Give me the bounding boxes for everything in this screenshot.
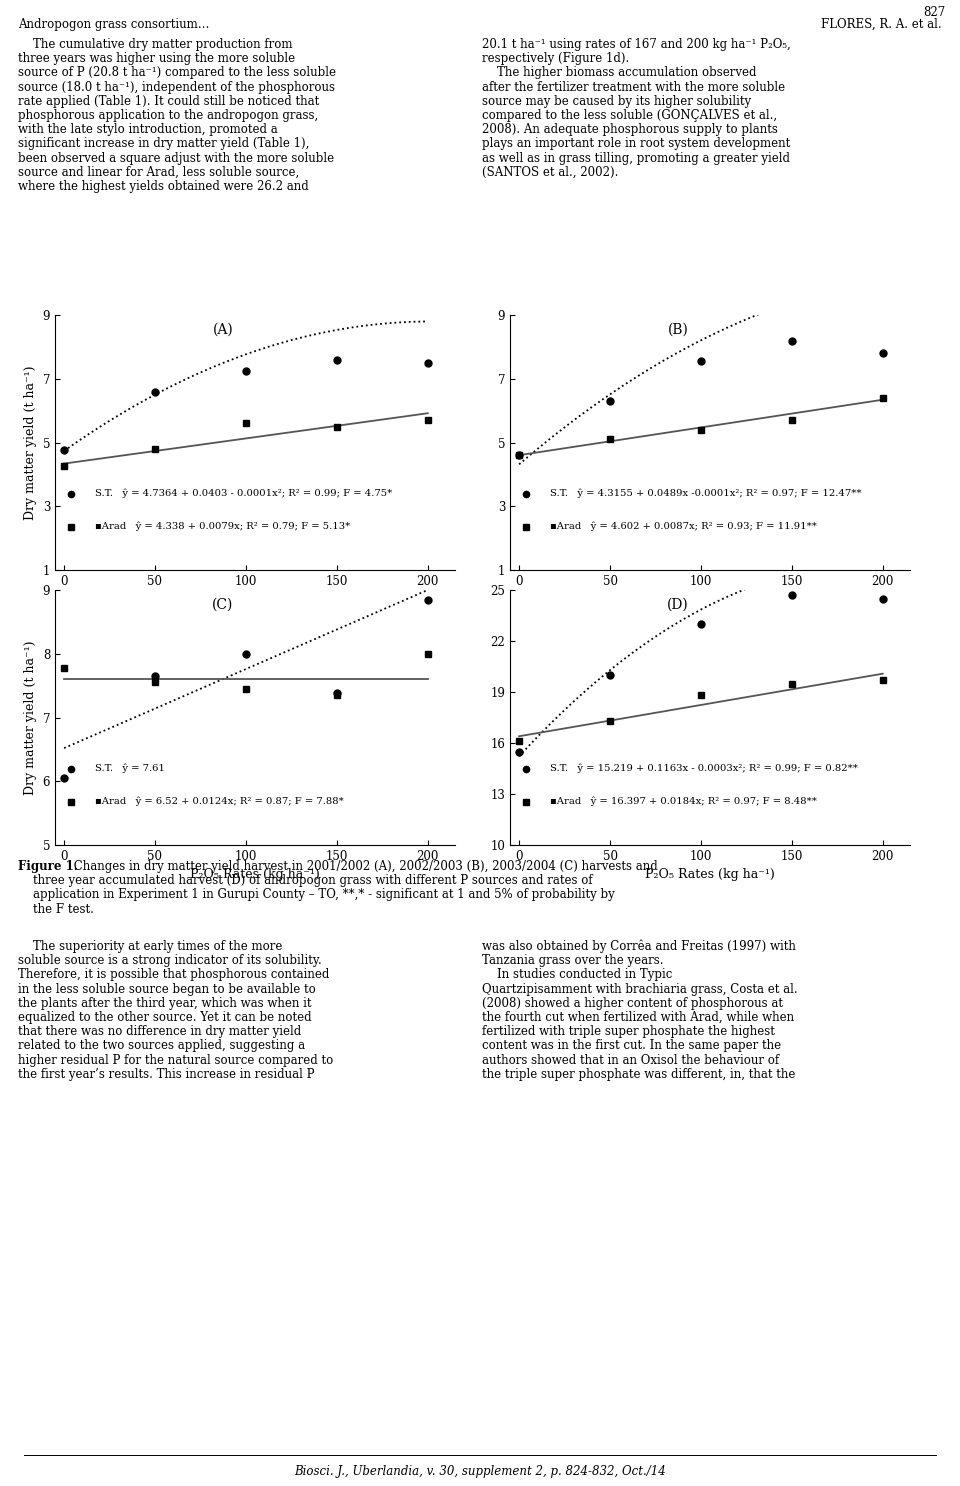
- Text: (A): (A): [212, 322, 233, 337]
- Text: The higher biomass accumulation observed: The higher biomass accumulation observed: [482, 67, 756, 79]
- Y-axis label: Dry matter yield (t ha⁻¹): Dry matter yield (t ha⁻¹): [24, 366, 37, 520]
- Text: as well as in grass tilling, promoting a greater yield: as well as in grass tilling, promoting a…: [482, 152, 790, 165]
- Text: the F test.: the F test.: [18, 902, 94, 915]
- Text: S.T.   ŷ = 4.7364 + 0.0403 - 0.0001x²; R² = 0.99; F = 4.75*: S.T. ŷ = 4.7364 + 0.0403 - 0.0001x²; R² …: [95, 489, 393, 498]
- Text: (SANTOS et al., 2002).: (SANTOS et al., 2002).: [482, 166, 618, 178]
- Text: ▪Arad   ŷ = 16.397 + 0.0184x; R² = 0.97; F = 8.48**: ▪Arad ŷ = 16.397 + 0.0184x; R² = 0.97; F…: [550, 796, 817, 807]
- Text: (2008) showed a higher content of phosphorous at: (2008) showed a higher content of phosph…: [482, 997, 783, 1010]
- Text: Changes in dry matter yield harvest in 2001/2002 (A), 2002/2003 (B), 2003/2004 (: Changes in dry matter yield harvest in 2…: [70, 860, 658, 872]
- Text: The cumulative dry matter production from: The cumulative dry matter production fro…: [18, 39, 293, 51]
- Text: Tanzania grass over the years.: Tanzania grass over the years.: [482, 954, 663, 967]
- Text: that there was no difference in dry matter yield: that there was no difference in dry matt…: [18, 1025, 301, 1039]
- Text: equalized to the other source. Yet it can be noted: equalized to the other source. Yet it ca…: [18, 1010, 312, 1024]
- Text: related to the two sources applied, suggesting a: related to the two sources applied, sugg…: [18, 1039, 305, 1052]
- Text: three year accumulated harvest (D) of andropogon grass with different P sources : three year accumulated harvest (D) of an…: [18, 874, 592, 887]
- Text: Biosci. J., Uberlandia, v. 30, supplement 2, p. 824-832, Oct./14: Biosci. J., Uberlandia, v. 30, supplemen…: [294, 1465, 666, 1479]
- Text: the triple super phosphate was different, in, that the: the triple super phosphate was different…: [482, 1068, 796, 1080]
- Text: been observed a square adjust with the more soluble: been observed a square adjust with the m…: [18, 152, 334, 165]
- Text: ▪Arad   ŷ = 6.52 + 0.0124x; R² = 0.87; F = 7.88*: ▪Arad ŷ = 6.52 + 0.0124x; R² = 0.87; F =…: [95, 796, 344, 807]
- Text: The superiority at early times of the more: The superiority at early times of the mo…: [18, 941, 282, 953]
- Text: 2008). An adequate phosphorous supply to plants: 2008). An adequate phosphorous supply to…: [482, 123, 778, 137]
- Text: respectively (Figure 1d).: respectively (Figure 1d).: [482, 52, 629, 65]
- Text: fertilized with triple super phosphate the highest: fertilized with triple super phosphate t…: [482, 1025, 775, 1039]
- Text: (D): (D): [667, 597, 689, 612]
- Text: Quartzipisamment with brachiaria grass, Costa et al.: Quartzipisamment with brachiaria grass, …: [482, 982, 798, 996]
- Text: higher residual P for the natural source compared to: higher residual P for the natural source…: [18, 1054, 333, 1067]
- Text: ▪Arad   ŷ = 4.338 + 0.0079x; R² = 0.79; F = 5.13*: ▪Arad ŷ = 4.338 + 0.0079x; R² = 0.79; F …: [95, 522, 350, 532]
- Text: was also obtained by Corrêa and Freitas (1997) with: was also obtained by Corrêa and Freitas …: [482, 941, 796, 954]
- Text: source and linear for Arad, less soluble source,: source and linear for Arad, less soluble…: [18, 166, 300, 178]
- Text: In studies conducted in Typic: In studies conducted in Typic: [482, 969, 672, 981]
- Text: 20.1 t ha⁻¹ using rates of 167 and 200 kg ha⁻¹ P₂O₅,: 20.1 t ha⁻¹ using rates of 167 and 200 k…: [482, 39, 791, 51]
- Text: (B): (B): [667, 322, 688, 337]
- Text: source of P (20.8 t ha⁻¹) compared to the less soluble: source of P (20.8 t ha⁻¹) compared to th…: [18, 67, 336, 79]
- Text: three years was higher using the more soluble: three years was higher using the more so…: [18, 52, 295, 65]
- Text: S.T.   ŷ = 7.61: S.T. ŷ = 7.61: [95, 764, 165, 773]
- Text: the first year’s results. This increase in residual P: the first year’s results. This increase …: [18, 1068, 315, 1080]
- X-axis label: P₂O₅ Rates (kg ha⁻¹): P₂O₅ Rates (kg ha⁻¹): [190, 868, 320, 881]
- X-axis label: P₂O₅ Rates (kg ha⁻¹): P₂O₅ Rates (kg ha⁻¹): [190, 593, 320, 606]
- Text: phosphorous application to the andropogon grass,: phosphorous application to the andropogo…: [18, 108, 319, 122]
- Text: S.T.   ŷ = 15.219 + 0.1163x - 0.0003x²; R² = 0.99; F = 0.82**: S.T. ŷ = 15.219 + 0.1163x - 0.0003x²; R²…: [550, 764, 858, 773]
- Text: rate applied (Table 1). It could still be noticed that: rate applied (Table 1). It could still b…: [18, 95, 320, 108]
- Text: in the less soluble source began to be available to: in the less soluble source began to be a…: [18, 982, 316, 996]
- Text: S.T.   ŷ = 4.3155 + 0.0489x -0.0001x²; R² = 0.97; F = 12.47**: S.T. ŷ = 4.3155 + 0.0489x -0.0001x²; R² …: [550, 489, 861, 498]
- Text: the plants after the third year, which was when it: the plants after the third year, which w…: [18, 997, 311, 1010]
- Y-axis label: Dry matter yield (t ha⁻¹): Dry matter yield (t ha⁻¹): [24, 640, 37, 795]
- Text: content was in the first cut. In the same paper the: content was in the first cut. In the sam…: [482, 1039, 781, 1052]
- Text: after the fertilizer treatment with the more soluble: after the fertilizer treatment with the …: [482, 80, 785, 94]
- Text: soluble source is a strong indicator of its solubility.: soluble source is a strong indicator of …: [18, 954, 322, 967]
- Text: where the highest yields obtained were 26.2 and: where the highest yields obtained were 2…: [18, 180, 309, 193]
- Text: Therefore, it is possible that phosphorous contained: Therefore, it is possible that phosphoro…: [18, 969, 329, 981]
- X-axis label: P₂O₅ Rates (kg ha⁻¹): P₂O₅ Rates (kg ha⁻¹): [645, 593, 775, 606]
- Text: source may be caused by its higher solubility: source may be caused by its higher solub…: [482, 95, 751, 108]
- Text: FLORES, R. A. et al.: FLORES, R. A. et al.: [822, 18, 942, 31]
- Text: significant increase in dry matter yield (Table 1),: significant increase in dry matter yield…: [18, 137, 309, 150]
- Text: source (18.0 t ha⁻¹), independent of the phosphorous: source (18.0 t ha⁻¹), independent of the…: [18, 80, 335, 94]
- Text: authors showed that in an Oxisol the behaviour of: authors showed that in an Oxisol the beh…: [482, 1054, 780, 1067]
- Text: Andropogon grass consortium…: Andropogon grass consortium…: [18, 18, 209, 31]
- X-axis label: P₂O₅ Rates (kg ha⁻¹): P₂O₅ Rates (kg ha⁻¹): [645, 868, 775, 881]
- Text: application in Experiment 1 in Gurupi County – TO, **,* - significant at 1 and 5: application in Experiment 1 in Gurupi Co…: [18, 889, 614, 902]
- Text: 827: 827: [923, 6, 945, 19]
- Text: compared to the less soluble (GONÇALVES et al.,: compared to the less soluble (GONÇALVES …: [482, 108, 778, 122]
- Text: plays an important role in root system development: plays an important role in root system d…: [482, 137, 790, 150]
- Text: the fourth cut when fertilized with Arad, while when: the fourth cut when fertilized with Arad…: [482, 1010, 794, 1024]
- Text: (C): (C): [212, 597, 233, 612]
- Text: ▪Arad   ŷ = 4.602 + 0.0087x; R² = 0.93; F = 11.91**: ▪Arad ŷ = 4.602 + 0.0087x; R² = 0.93; F …: [550, 522, 817, 532]
- Text: Figure 1.: Figure 1.: [18, 860, 78, 872]
- Text: with the late stylo introduction, promoted a: with the late stylo introduction, promot…: [18, 123, 277, 137]
